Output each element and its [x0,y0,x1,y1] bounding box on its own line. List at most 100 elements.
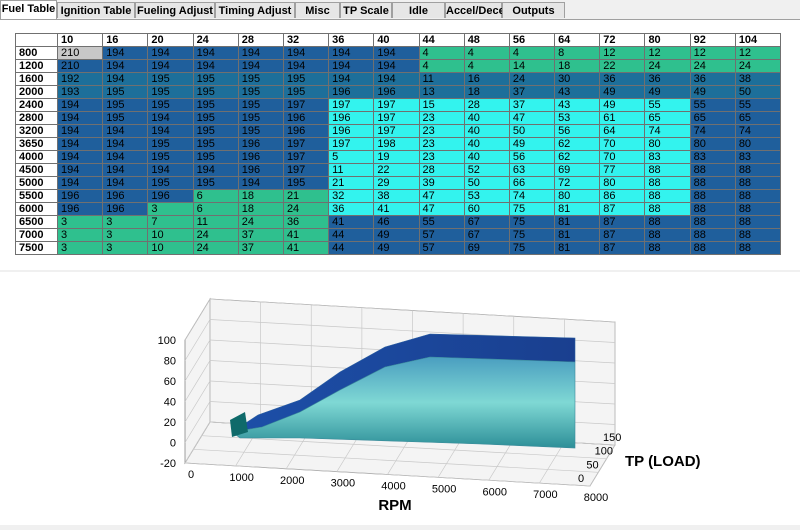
table-cell[interactable]: 194 [237,176,284,190]
table-cell[interactable]: 41 [328,215,375,229]
table-cell[interactable]: 44 [328,241,375,255]
table-cell[interactable]: 69 [554,163,601,177]
table-cell[interactable]: 197 [328,98,375,112]
table-cell[interactable]: 197 [373,111,420,125]
table-cell[interactable]: 13 [418,85,465,99]
table-cell[interactable]: 38 [373,189,420,203]
table-cell[interactable]: 53 [554,111,601,125]
table-cell[interactable]: 10 [147,228,194,242]
table-cell[interactable]: 6 [192,189,239,203]
table-cell[interactable]: 50 [463,176,510,190]
table-cell[interactable]: 88 [734,215,782,229]
table-cell[interactable]: 195 [192,85,239,99]
table-cell[interactable]: 88 [644,241,691,255]
table-cell[interactable]: 194 [192,163,239,177]
table-cell[interactable]: 196 [373,85,420,99]
table-cell[interactable]: 21 [282,189,330,203]
table-cell[interactable]: 41 [282,241,330,255]
table-cell[interactable]: 88 [644,215,691,229]
table-cell[interactable]: 195 [237,85,284,99]
table-cell[interactable]: 21 [328,176,375,190]
table-cell[interactable]: 197 [282,137,330,151]
table-cell[interactable]: 4 [463,46,510,60]
table-cell[interactable]: 55 [644,98,691,112]
table-cell[interactable]: 81 [554,215,601,229]
table-cell[interactable]: 22 [373,163,420,177]
table-cell[interactable]: 80 [689,137,736,151]
table-cell[interactable]: 66 [508,176,556,190]
table-cell[interactable]: 53 [463,189,510,203]
table-cell[interactable]: 195 [237,111,284,125]
table-cell[interactable]: 81 [554,241,601,255]
table-cell[interactable]: 57 [418,228,465,242]
table-cell[interactable]: 196 [328,111,375,125]
table-cell[interactable]: 74 [644,124,691,138]
table-cell[interactable]: 194 [192,46,239,60]
table-cell[interactable]: 23 [418,124,465,138]
table-cell[interactable]: 88 [644,228,691,242]
table-cell[interactable]: 36 [689,72,736,86]
table-cell[interactable]: 194 [102,124,149,138]
table-cell[interactable]: 196 [147,189,194,203]
table-cell[interactable]: 195 [102,85,149,99]
table-cell[interactable]: 80 [734,137,782,151]
table-cell[interactable]: 86 [599,189,646,203]
table-cell[interactable]: 194 [102,46,149,60]
table-cell[interactable]: 192 [56,72,104,86]
table-cell[interactable]: 194 [102,59,149,73]
table-cell[interactable]: 195 [102,98,149,112]
table-cell[interactable]: 194 [56,137,104,151]
table-cell[interactable]: 197 [282,150,330,164]
table-cell[interactable]: 197 [373,124,420,138]
table-cell[interactable]: 52 [463,163,510,177]
table-cell[interactable]: 47 [418,202,465,216]
table-cell[interactable]: 194 [56,124,104,138]
table-cell[interactable]: 64 [599,124,646,138]
table-cell[interactable]: 88 [644,176,691,190]
table-cell[interactable]: 44 [328,228,375,242]
table-cell[interactable]: 194 [56,111,104,125]
table-cell[interactable]: 196 [56,189,104,203]
table-cell[interactable]: 14 [508,59,556,73]
table-cell[interactable]: 195 [147,137,194,151]
table-cell[interactable]: 88 [734,228,782,242]
table-cell[interactable]: 40 [463,111,510,125]
table-cell[interactable]: 37 [237,241,284,255]
tab[interactable]: Fuel Table [0,0,57,20]
table-cell[interactable]: 39 [418,176,465,190]
table-cell[interactable]: 3 [56,241,104,255]
table-cell[interactable]: 49 [373,241,420,255]
table-cell[interactable]: 194 [282,59,330,73]
table-cell[interactable]: 5 [328,150,375,164]
table-cell[interactable]: 4 [418,59,465,73]
table-cell[interactable]: 15 [418,98,465,112]
table-cell[interactable]: 194 [102,176,149,190]
table-cell[interactable]: 196 [237,163,284,177]
table-cell[interactable]: 36 [282,215,330,229]
table-cell[interactable]: 7 [147,215,194,229]
table-cell[interactable]: 57 [418,241,465,255]
table-cell[interactable]: 194 [237,59,284,73]
table-cell[interactable]: 46 [373,215,420,229]
table-cell[interactable]: 88 [689,202,736,216]
table-cell[interactable]: 194 [328,46,375,60]
table-cell[interactable]: 18 [237,189,284,203]
table-cell[interactable]: 195 [147,72,194,86]
table-cell[interactable]: 65 [644,111,691,125]
table-cell[interactable]: 24 [689,59,736,73]
table-cell[interactable]: 18 [463,85,510,99]
table-cell[interactable]: 197 [282,98,330,112]
table-cell[interactable]: 75 [508,228,556,242]
table-cell[interactable]: 18 [237,202,284,216]
table-cell[interactable]: 196 [282,111,330,125]
table-cell[interactable]: 195 [192,72,239,86]
table-cell[interactable]: 56 [508,150,556,164]
table-cell[interactable]: 23 [418,137,465,151]
table-cell[interactable]: 88 [644,163,691,177]
table-cell[interactable]: 83 [734,150,782,164]
table-cell[interactable]: 55 [418,215,465,229]
table-cell[interactable]: 3 [102,241,149,255]
table-cell[interactable]: 56 [554,124,601,138]
table-cell[interactable]: 28 [463,98,510,112]
table-cell[interactable]: 23 [418,150,465,164]
